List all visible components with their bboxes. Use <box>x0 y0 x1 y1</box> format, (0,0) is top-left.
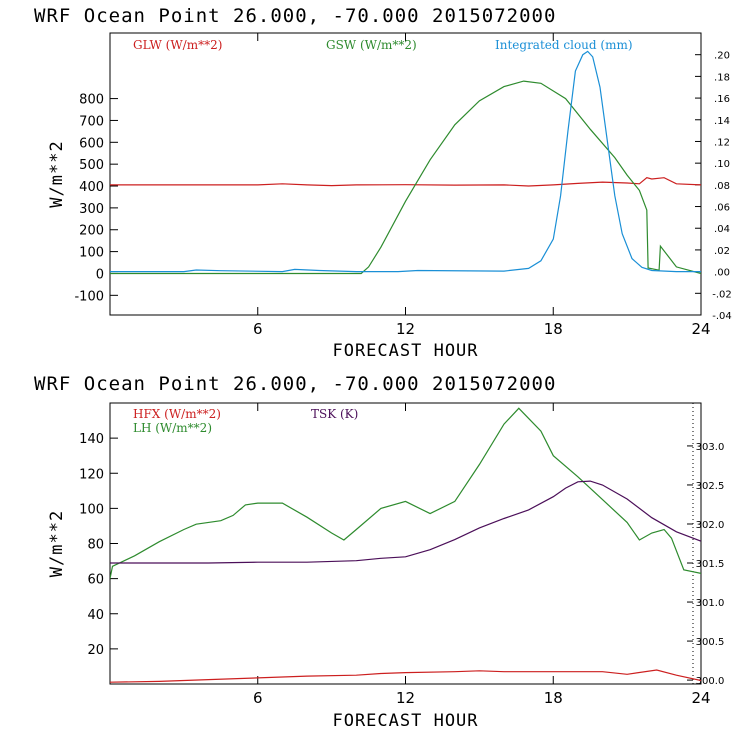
y2-tick-label: .20 <box>714 51 730 62</box>
y2-tick-label: -.02 <box>712 289 732 300</box>
y2-tick-label: .00 <box>714 268 730 279</box>
y-tick-label: 100 <box>79 502 104 517</box>
y-tick-label: 120 <box>79 467 104 482</box>
y-tick-label: 100 <box>79 246 104 261</box>
y2-tick-label: 301.0 <box>696 598 725 609</box>
y2-tick-label: .06 <box>714 203 730 214</box>
y-tick-label: 140 <box>79 432 104 447</box>
x-tick-label: 6 <box>253 320 263 338</box>
y-tick-label: 80 <box>87 538 104 553</box>
legend-gsw: GSW (W/m**2) <box>326 38 417 52</box>
y2-tick-label: .16 <box>714 94 730 105</box>
y2-tick-label: .02 <box>714 246 730 257</box>
y2-tick-label: .14 <box>714 116 730 127</box>
y2-tick-label: 300.5 <box>696 637 725 648</box>
x-tick-label: 24 <box>691 320 710 338</box>
series-line-glw <box>110 177 701 187</box>
y-tick-label: 60 <box>87 573 104 588</box>
y-tick-label: 40 <box>87 608 104 623</box>
y2-tick-label: .04 <box>714 224 730 235</box>
x-axis-label: FORECAST HOUR <box>332 341 478 361</box>
y-tick-label: 700 <box>79 114 104 129</box>
legend-lh: LH (W/m**2) <box>133 421 212 435</box>
series-line-gsw <box>110 80 701 275</box>
series-line-lh <box>110 407 701 579</box>
chart-title: WRF Ocean Point 26.000, -70.000 20150720… <box>34 5 556 27</box>
y2-tick-label: 300.0 <box>696 676 725 687</box>
y2-tick-label: .10 <box>714 159 730 170</box>
y-tick-label: 0 <box>96 267 104 282</box>
y-tick-label: 400 <box>79 180 104 195</box>
y2-tick-label: .18 <box>714 72 730 83</box>
y-tick-label: 600 <box>79 136 104 151</box>
y2-tick-label: .08 <box>714 181 730 192</box>
y-axis-label: W/m**2 <box>47 140 67 207</box>
series-line-tsk <box>110 480 701 564</box>
legend-tsk: TSK (K) <box>311 407 358 421</box>
y2-tick-label: 303.0 <box>696 442 725 453</box>
y-tick-label: -100 <box>74 289 104 304</box>
series-line-hfx <box>110 669 701 683</box>
y2-tick-label: 302.0 <box>696 520 725 531</box>
chart-title: WRF Ocean Point 26.000, -70.000 20150720… <box>34 373 556 395</box>
x-tick-label: 6 <box>253 689 263 707</box>
plot-frame <box>109 402 702 685</box>
x-tick-label: 12 <box>396 689 415 707</box>
y-tick-label: 800 <box>79 93 104 108</box>
y2-tick-label: -.04 <box>712 311 732 322</box>
x-tick-label: 24 <box>691 689 710 707</box>
x-axis-label: FORECAST HOUR <box>332 711 478 731</box>
y2-tick-label: 301.5 <box>696 559 725 570</box>
legend-glw: GLW (W/m**2) <box>133 38 222 52</box>
y-tick-label: 500 <box>79 158 104 173</box>
legend-hfx: HFX (W/m**2) <box>133 407 221 421</box>
x-tick-label: 12 <box>396 320 415 338</box>
x-tick-label: 18 <box>544 689 563 707</box>
y-axis-label: W/m**2 <box>47 510 67 577</box>
y-tick-label: 20 <box>87 643 104 658</box>
top-panel: WRF Ocean Point 26.000, -70.000 20150720… <box>34 5 732 361</box>
y-tick-label: 200 <box>79 224 104 239</box>
bottom-panel: WRF Ocean Point 26.000, -70.000 20150720… <box>34 373 724 731</box>
series-line-integrated <box>110 50 701 273</box>
y2-tick-label: .12 <box>714 137 730 148</box>
y-tick-label: 300 <box>79 202 104 217</box>
x-tick-label: 18 <box>544 320 563 338</box>
legend-cloud: Integrated cloud (mm) <box>495 38 633 52</box>
y2-tick-label: 302.5 <box>696 481 725 492</box>
